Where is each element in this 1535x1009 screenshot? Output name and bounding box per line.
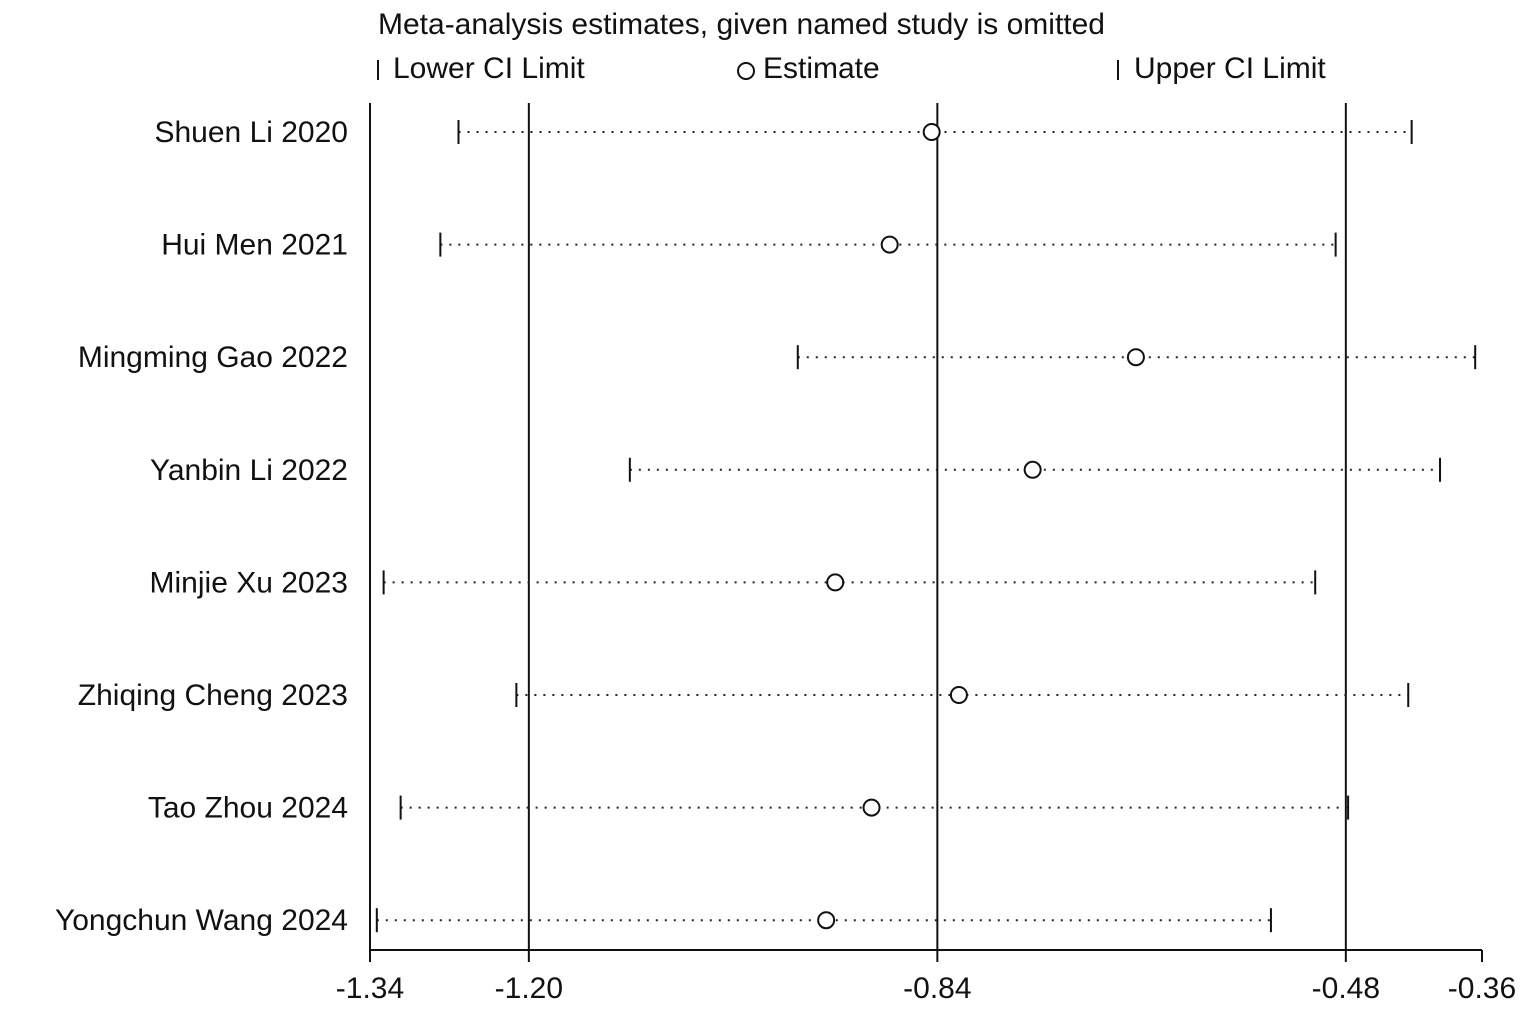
estimate-point (817, 911, 836, 930)
x-tick-label: -1.20 (495, 972, 563, 1005)
estimate-point (880, 235, 899, 254)
study-row: Yongchun Wang 2024 (55, 904, 1272, 937)
study-label: Mingming Gao 2022 (78, 341, 348, 374)
study-label: Zhiqing Cheng 2023 (78, 679, 348, 712)
x-axis-ticks: -1.34 -1.20 -0.84 -0.48 -0.36 (336, 950, 1516, 1005)
study-row: Shuen Li 2020 (154, 116, 1413, 149)
reference-lines (527, 103, 1347, 950)
study-row: Zhiqing Cheng 2023 (78, 679, 1410, 712)
estimate-point (862, 798, 881, 817)
x-tick-label: -1.34 (336, 972, 404, 1005)
study-row: Minjie Xu 2023 (150, 566, 1317, 599)
study-row: Mingming Gao 2022 (78, 341, 1477, 374)
estimate-point (922, 123, 941, 141)
legend-estimate-label: Estimate (763, 52, 880, 85)
x-tick-label: -0.48 (1312, 972, 1380, 1005)
x-tick-label: -0.36 (1448, 972, 1516, 1005)
study-label: Tao Zhou 2024 (148, 792, 348, 825)
estimate-point (1023, 460, 1042, 479)
estimate-point (826, 573, 845, 592)
study-label: Minjie Xu 2023 (150, 566, 348, 599)
study-rows: Shuen Li 2020 Hui Men 2021 Mingming Gao 20… (55, 116, 1477, 937)
study-label: Hui Men 2021 (161, 229, 348, 262)
study-label: Yongchun Wang 2024 (55, 904, 348, 937)
estimate-point (1126, 348, 1145, 367)
legend-estimate-marker (737, 62, 755, 80)
study-row: Tao Zhou 2024 (148, 792, 1350, 825)
study-row: Yanbin Li 2022 (150, 454, 1442, 487)
study-label: Yanbin Li 2022 (150, 454, 348, 487)
legend-upper-label: Upper CI Limit (1134, 52, 1326, 85)
study-label: Shuen Li 2020 (154, 116, 348, 149)
estimate-point (949, 686, 968, 704)
legend-lower-label: Lower CI Limit (393, 52, 585, 85)
chart-title: Meta-analysis estimates, given named stu… (378, 8, 1105, 41)
study-row: Hui Men 2021 (161, 229, 1337, 262)
x-tick-label: -0.84 (903, 972, 971, 1005)
